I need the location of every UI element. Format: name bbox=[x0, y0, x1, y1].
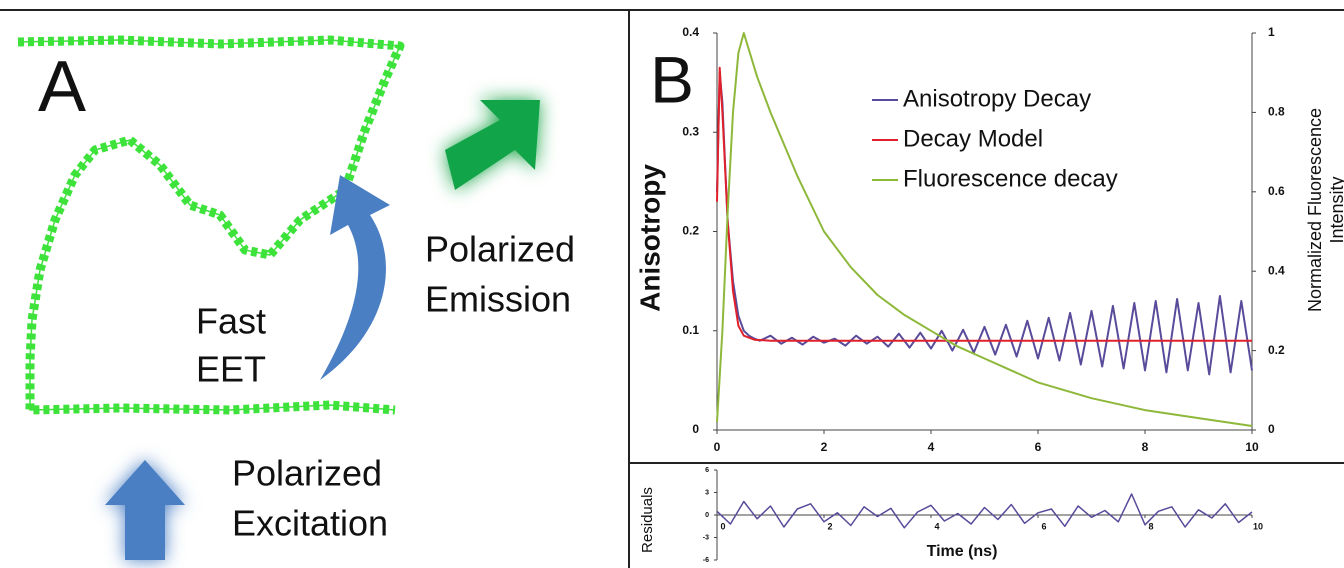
y2-axis-label: Intensity bbox=[1327, 176, 1344, 243]
y-axis-label: Residuals bbox=[639, 487, 656, 553]
emission-label: Emission bbox=[425, 279, 571, 320]
y2-tick-label: 0 bbox=[1268, 422, 1275, 436]
x-tick-label: 6 bbox=[1041, 521, 1046, 531]
x-tick-label: 8 bbox=[1142, 440, 1149, 454]
y-tick-label: 0.2 bbox=[682, 224, 699, 238]
y2-tick-label: 0.8 bbox=[1268, 105, 1285, 119]
excitation-label: Excitation bbox=[232, 503, 388, 544]
eet-label: EET bbox=[196, 349, 266, 390]
excitation-label: Polarized bbox=[232, 453, 382, 494]
x-axis-label: Time (ns) bbox=[927, 543, 998, 560]
x-tick-label: 0 bbox=[714, 440, 721, 454]
data-line bbox=[716, 493, 1253, 529]
eet-label: Fast bbox=[196, 301, 266, 342]
legend-label: Fluorescence decay bbox=[903, 165, 1118, 192]
y-tick-label: 0.4 bbox=[682, 25, 699, 39]
panel-label: B bbox=[650, 42, 694, 116]
x-tick-label: 4 bbox=[934, 521, 939, 531]
y2-tick-label: 0.4 bbox=[1268, 263, 1285, 277]
emission-label: Polarized bbox=[425, 229, 575, 270]
y2-tick-label: 0.6 bbox=[1268, 184, 1285, 198]
eet-arrow bbox=[320, 175, 390, 380]
x-tick-label: 6 bbox=[1035, 440, 1042, 454]
y2-tick-label: 1 bbox=[1268, 25, 1275, 39]
x-tick-label: 4 bbox=[928, 440, 935, 454]
legend-label: Anisotropy Decay bbox=[903, 85, 1091, 112]
y2-axis-label: Normalized Fluorescence bbox=[1305, 108, 1325, 312]
y-tick-label: 0.1 bbox=[682, 323, 699, 337]
excitation-arrow bbox=[105, 460, 185, 560]
x-tick-label: 2 bbox=[827, 521, 832, 531]
y-axis-label: Anisotropy bbox=[634, 164, 665, 312]
emission-arrow bbox=[445, 100, 540, 190]
y-tick-label: -3 bbox=[703, 534, 709, 541]
polymer-bonds bbox=[17, 39, 402, 411]
panel-label: A bbox=[38, 47, 86, 127]
y-tick-label: 6 bbox=[705, 467, 709, 474]
data-line bbox=[716, 66, 1252, 342]
data-line bbox=[716, 32, 1253, 427]
y-tick-label: 0.3 bbox=[682, 124, 699, 138]
y-tick-label: -6 bbox=[703, 557, 709, 564]
x-tick-label: 10 bbox=[1253, 521, 1263, 531]
legend-label: Decay Model bbox=[903, 125, 1043, 152]
x-tick-label: 8 bbox=[1148, 521, 1153, 531]
y2-tick-label: 0.2 bbox=[1268, 343, 1285, 357]
x-tick-label: 10 bbox=[1245, 440, 1259, 454]
x-tick-label: 2 bbox=[821, 440, 828, 454]
x-tick-label: 0 bbox=[720, 521, 725, 531]
y-tick-label: 0 bbox=[705, 512, 709, 519]
y-tick-label: 0 bbox=[692, 422, 699, 436]
y-tick-label: 3 bbox=[705, 489, 709, 496]
